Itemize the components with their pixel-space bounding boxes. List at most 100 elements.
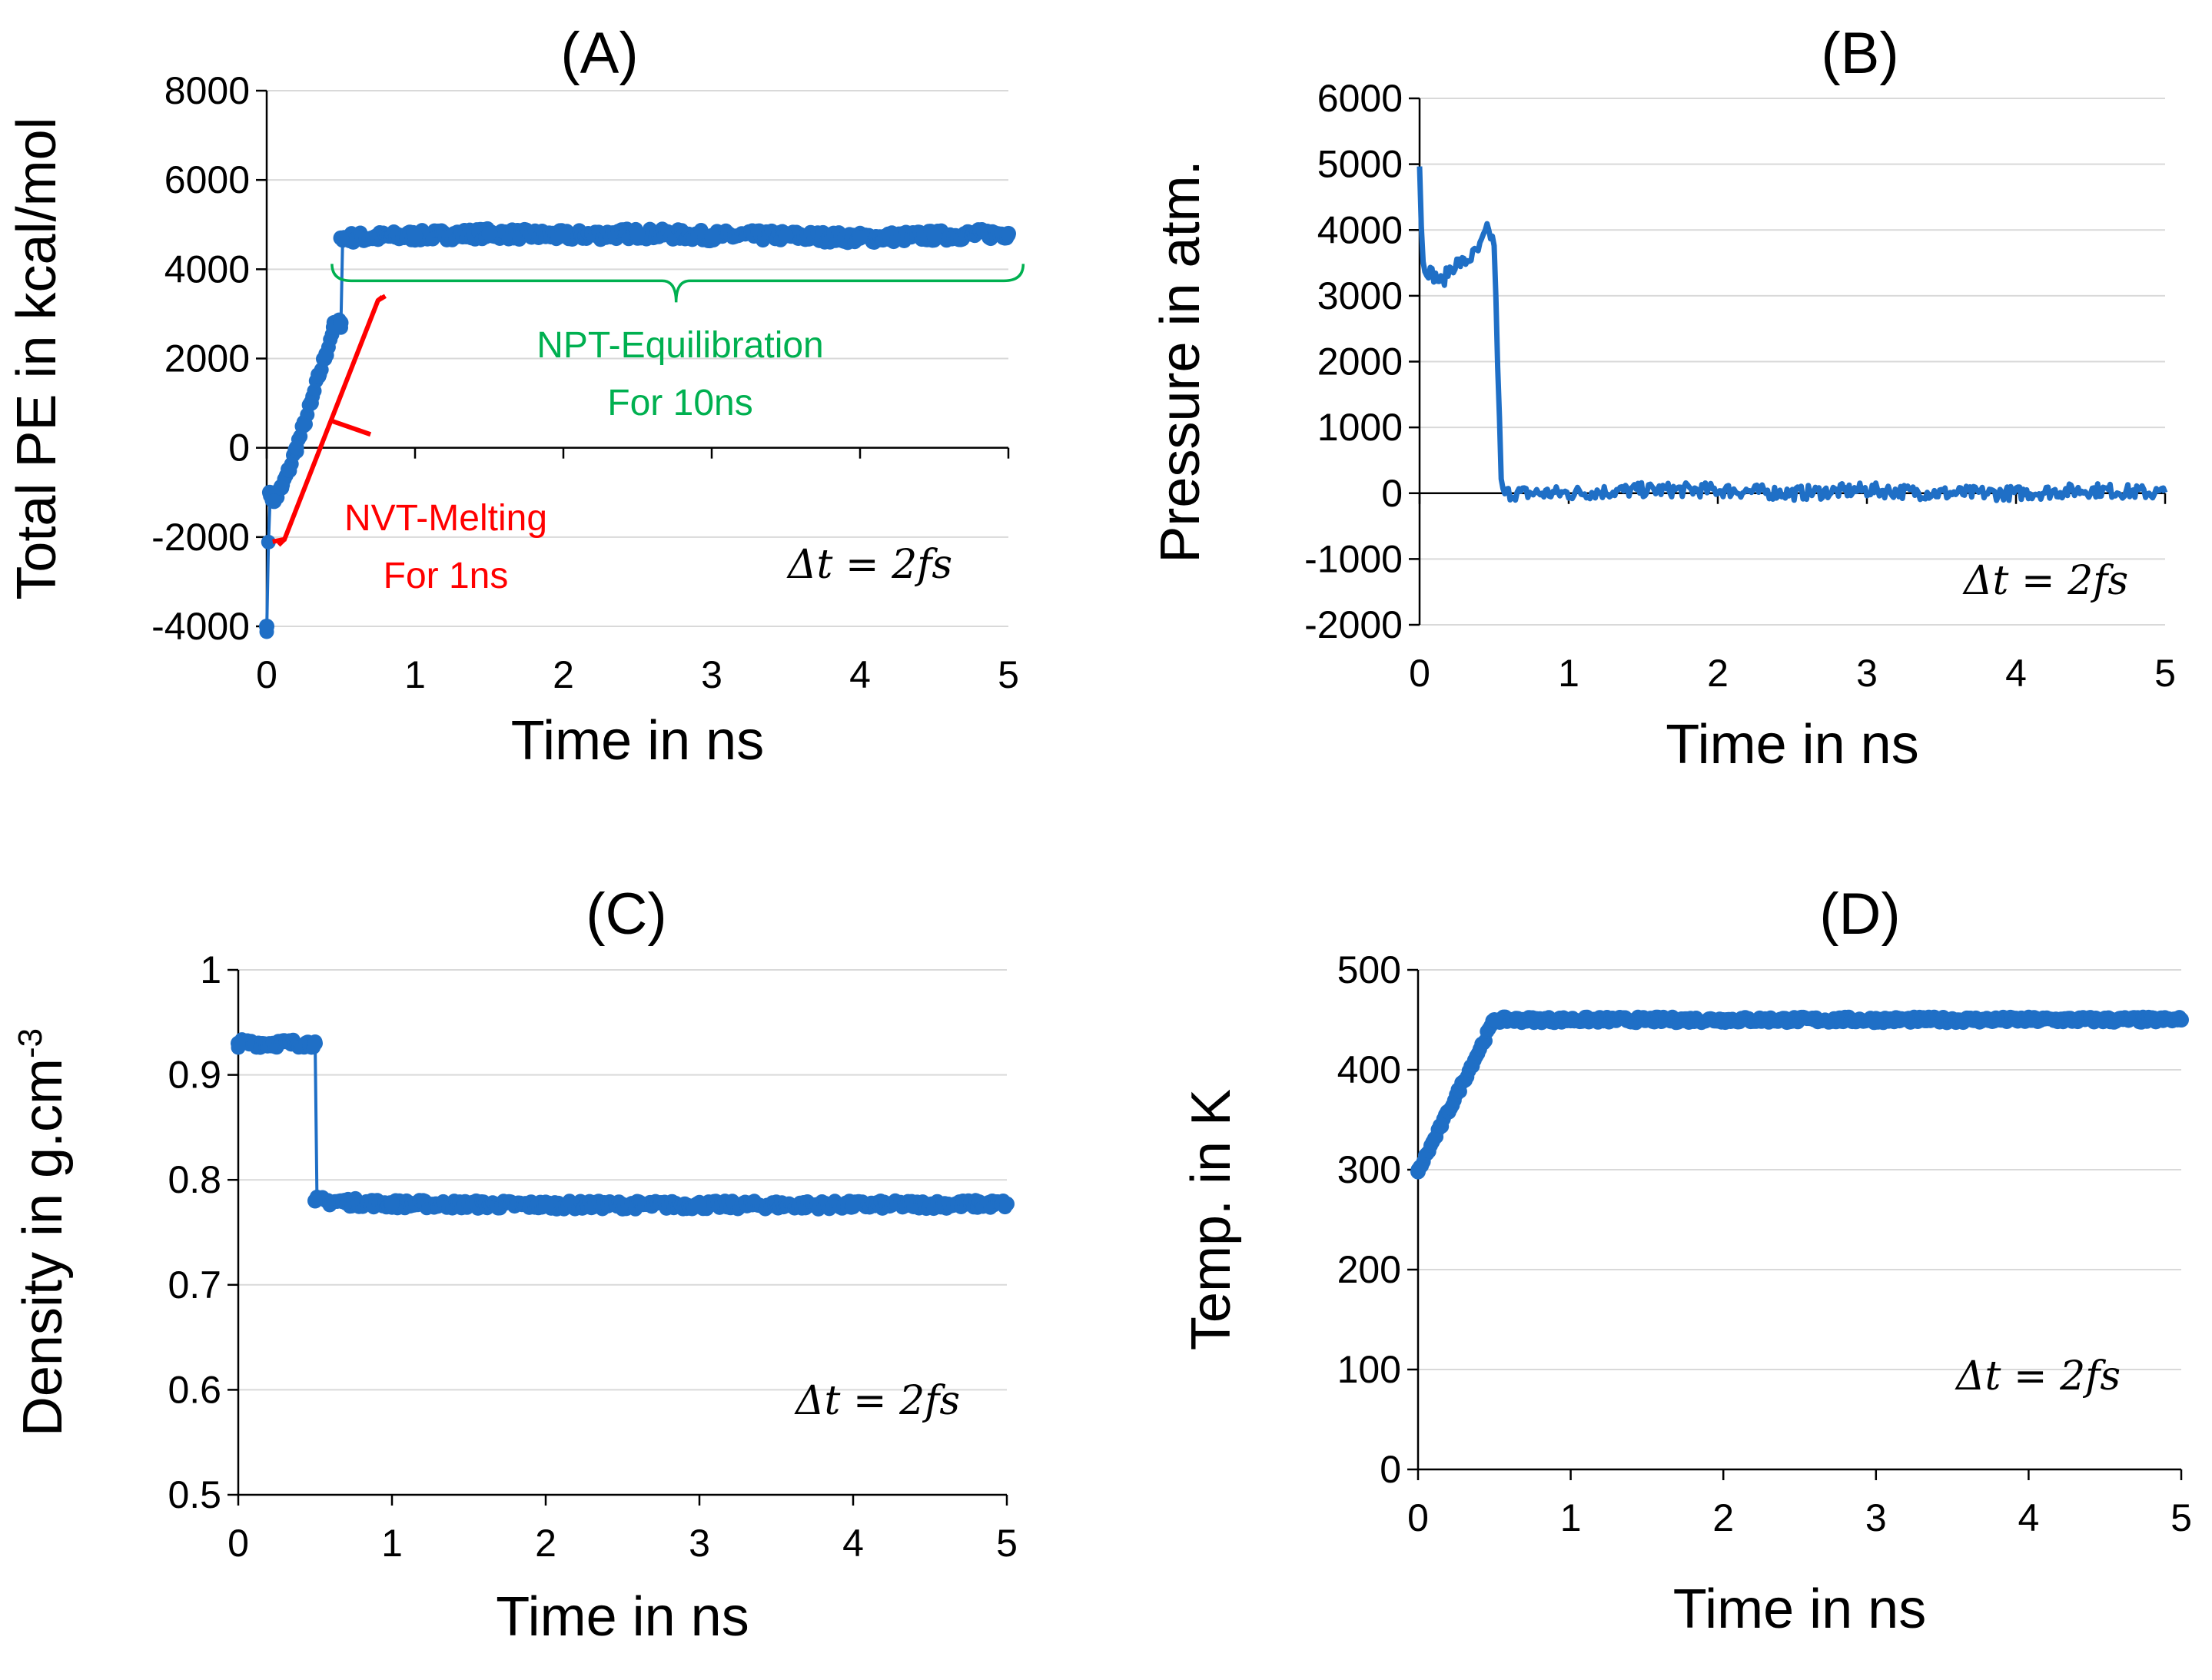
data-point bbox=[1001, 225, 1016, 241]
y-tick-label: 8000 bbox=[164, 69, 250, 112]
x-tick-label: 2 bbox=[553, 653, 574, 696]
y-tick-label: 500 bbox=[1337, 948, 1401, 991]
data-point bbox=[692, 1197, 707, 1213]
y-axis-title-text: Pressure in atm. bbox=[1150, 160, 1211, 563]
panel-a: (A) -4000 -2000 0 2000 4000 6000 8000 0 1 2 3 4 5 Time… bbox=[6, 21, 1025, 772]
data-point bbox=[384, 1196, 400, 1212]
series-line bbox=[1417, 1015, 2183, 1170]
data-point bbox=[259, 619, 274, 634]
data-point bbox=[999, 1196, 1015, 1212]
x-tick-label: 4 bbox=[2005, 652, 2027, 695]
y-tick-label: 4000 bbox=[164, 247, 250, 291]
npt-label-line1: NPT-Equilibration bbox=[536, 325, 824, 366]
x-tick-label: 2 bbox=[535, 1522, 556, 1565]
data-point bbox=[333, 315, 349, 330]
y-tick-label: -4000 bbox=[151, 605, 250, 648]
timestep-label: Δt = 2fs bbox=[794, 1378, 960, 1424]
y-tick-label: 4000 bbox=[1317, 208, 1403, 251]
data-point bbox=[629, 225, 646, 241]
x-axis-title: Time in ns bbox=[496, 1586, 749, 1648]
x-tick-label: 5 bbox=[2170, 1496, 2192, 1539]
y-tick-label: 2000 bbox=[164, 337, 250, 380]
data-point bbox=[556, 227, 571, 244]
data-point bbox=[266, 493, 282, 510]
npt-label-line2: For 10ns bbox=[607, 383, 752, 423]
x-tick-label: 1 bbox=[381, 1522, 403, 1565]
npt-brace bbox=[330, 264, 1025, 303]
x-tick-label: 0 bbox=[1407, 1496, 1429, 1539]
x-tick-label: 4 bbox=[849, 653, 871, 696]
nvt-bracket-end bbox=[277, 537, 287, 547]
x-tick-label: 2 bbox=[1707, 652, 1729, 695]
y-tick-label: 6000 bbox=[164, 158, 250, 201]
annotations: NVT-Melting For 1ns NPT-Equilibration For 1… bbox=[272, 264, 1025, 596]
data-point bbox=[296, 417, 312, 433]
data-point bbox=[333, 230, 349, 246]
y-tick-label: 0.8 bbox=[168, 1158, 221, 1201]
data-point bbox=[2174, 1012, 2189, 1028]
data-point bbox=[307, 1035, 323, 1051]
x-tick-label: 4 bbox=[842, 1522, 864, 1565]
x-tick-label: 1 bbox=[1560, 1496, 1582, 1539]
y-tick-label: 6000 bbox=[1317, 77, 1403, 120]
x-tick-label: 0 bbox=[228, 1522, 249, 1565]
series-line bbox=[237, 1038, 1008, 1211]
y-tick-label: 400 bbox=[1337, 1048, 1401, 1091]
x-tick-label: 5 bbox=[2154, 652, 2176, 695]
nvt-label-line2: For 1ns bbox=[384, 556, 509, 596]
data-point bbox=[274, 480, 290, 496]
series-total-pe bbox=[259, 221, 1016, 639]
panel-title: (D) bbox=[1819, 882, 1901, 947]
x-tick-label: 3 bbox=[701, 653, 722, 696]
data-point bbox=[704, 227, 719, 244]
y-axis-title-superscript: -3 bbox=[12, 1028, 49, 1058]
data-point bbox=[288, 440, 304, 456]
data-point bbox=[926, 227, 942, 244]
data-point bbox=[1868, 1012, 1884, 1028]
panel-d: (D) 0 100 200 300 400 500 0 1 2 3 4 5 Time in ns Temp.… bbox=[1181, 882, 2192, 1640]
y-tick-label: 0.6 bbox=[168, 1368, 221, 1411]
x-tick-label: 0 bbox=[1409, 652, 1430, 695]
nvt-bracket-tick bbox=[330, 418, 372, 437]
y-tick-label: 0.5 bbox=[168, 1473, 221, 1516]
y-axis-title-text: Density in g.cm bbox=[12, 1058, 74, 1436]
panel-title: (A) bbox=[560, 21, 638, 86]
y-tick-label: 0 bbox=[228, 427, 250, 470]
x-tick-label: 5 bbox=[998, 653, 1019, 696]
y-axis-title: Temp. in K bbox=[1181, 1089, 1242, 1350]
y-tick-label: 5000 bbox=[1317, 143, 1403, 186]
series-density bbox=[231, 1032, 1015, 1217]
series-line bbox=[1417, 166, 2168, 503]
data-point bbox=[1563, 1012, 1579, 1028]
y-tick-label: 1 bbox=[200, 948, 221, 991]
data-point bbox=[538, 1197, 553, 1213]
y-tick-label: -2000 bbox=[151, 516, 250, 559]
data-point bbox=[261, 534, 276, 549]
data-point bbox=[1715, 1012, 1732, 1028]
y-tick-label: 200 bbox=[1337, 1248, 1401, 1291]
data-point bbox=[281, 462, 297, 478]
y-tick-label: 0.9 bbox=[168, 1054, 221, 1097]
data-point bbox=[2021, 1012, 2037, 1028]
panel-c: (C) 0.5 0.6 0.7 0.8 0.9 1 0 1 2 3 4 5 Time in ns Densi… bbox=[12, 882, 1018, 1648]
panel-title: (C) bbox=[586, 882, 667, 947]
timestep-label: Δt = 2fs bbox=[1962, 558, 2128, 604]
x-axis-title: Time in ns bbox=[1666, 714, 1918, 775]
y-tick-label: 0.7 bbox=[168, 1263, 221, 1306]
nvt-label-line1: NVT-Melting bbox=[344, 498, 547, 539]
y-tick-label: 100 bbox=[1337, 1348, 1401, 1391]
y-tick-label: 1000 bbox=[1317, 406, 1403, 449]
x-tick-label: 2 bbox=[1712, 1496, 1734, 1539]
y-tick-label: 3000 bbox=[1317, 274, 1403, 317]
panel-title: (B) bbox=[1821, 21, 1898, 86]
data-point bbox=[407, 227, 423, 244]
data-point bbox=[303, 395, 319, 411]
x-tick-label: 3 bbox=[1856, 652, 1878, 695]
series-pressure bbox=[1417, 166, 2168, 503]
nvt-bracket-end bbox=[377, 294, 387, 303]
y-tick-label: 0 bbox=[1380, 1448, 1401, 1491]
x-axis-title: Time in ns bbox=[511, 710, 764, 772]
y-axis-title: Pressure in atm. bbox=[1150, 160, 1211, 563]
data-point bbox=[1410, 1164, 1426, 1180]
